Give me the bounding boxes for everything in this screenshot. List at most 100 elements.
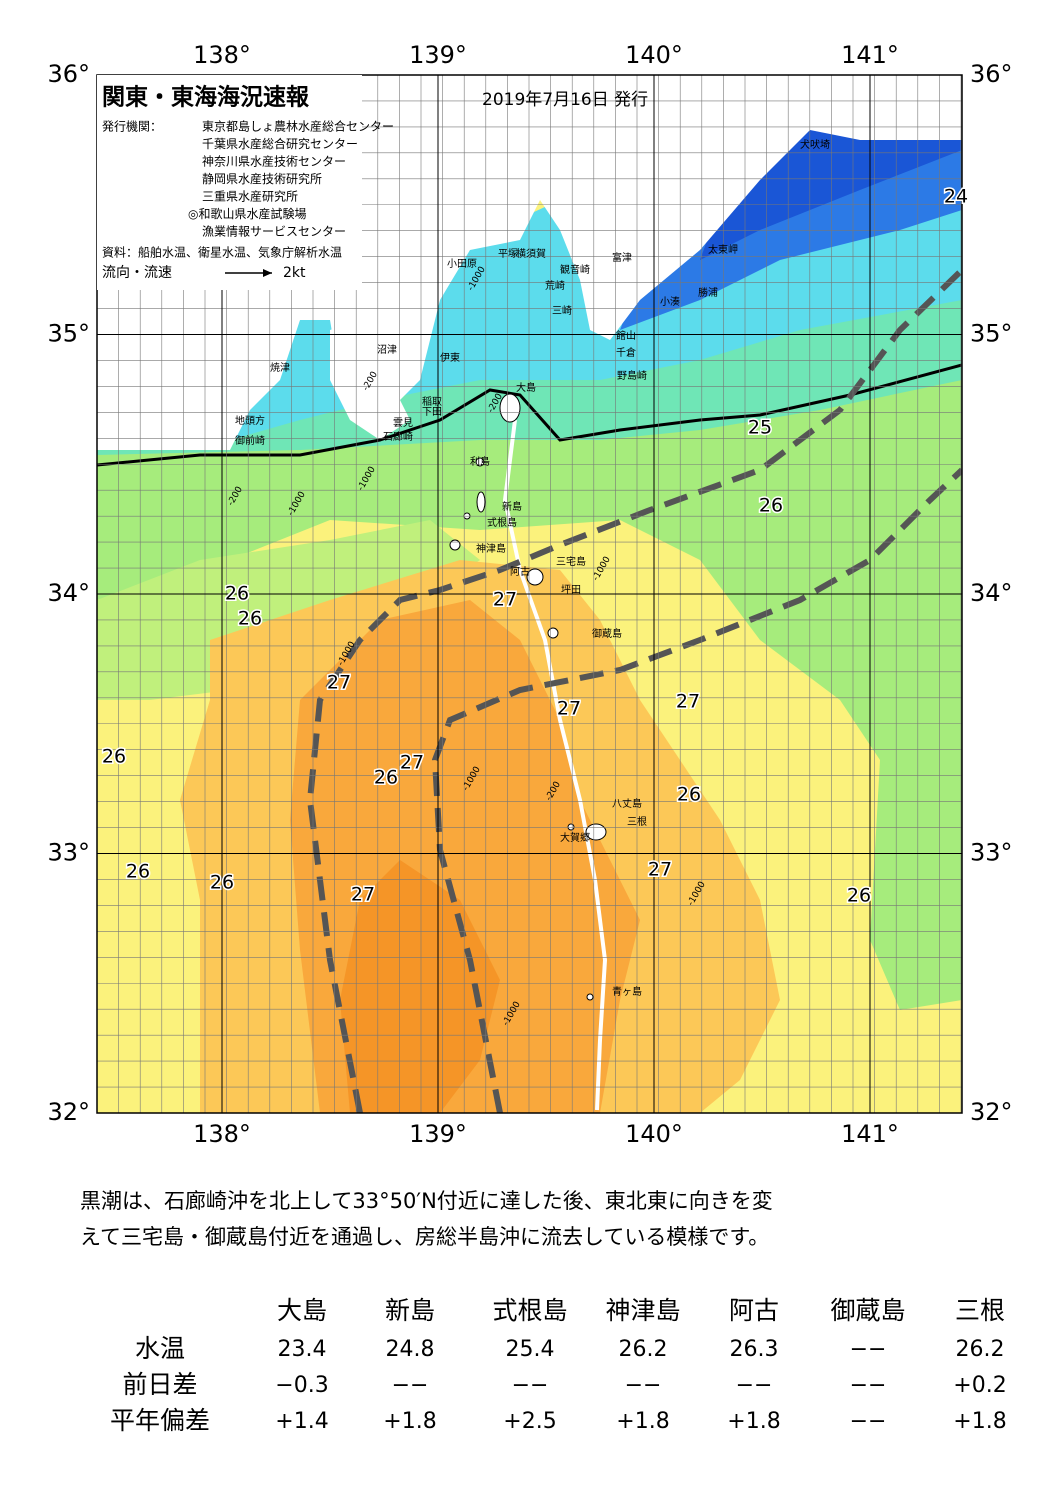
isotherm-label: 27 xyxy=(400,752,424,774)
place-name: 新島 xyxy=(502,500,522,513)
place-name: 勝浦 xyxy=(698,286,718,299)
place-name: 青ヶ島 xyxy=(612,985,642,998)
lon-label: 140° xyxy=(625,1120,683,1148)
place-name: 沼津 xyxy=(377,343,397,356)
isotherm-label: 26 xyxy=(759,495,783,517)
table-cell: −− xyxy=(850,1409,887,1434)
place-name: 御前崎 xyxy=(235,434,265,447)
table-header: 新島 xyxy=(385,1296,435,1325)
place-name: 小湊 xyxy=(660,295,680,308)
lon-label: 139° xyxy=(409,41,467,69)
place-name: 稲取 xyxy=(422,396,442,408)
legend-arrowhead xyxy=(263,269,272,277)
issuer: 静岡県水産技術研究所 xyxy=(202,171,322,186)
lon-label: 141° xyxy=(841,1120,899,1148)
izu-peninsula xyxy=(330,320,410,440)
table-cell: 26.3 xyxy=(730,1337,779,1362)
table-header: 神津島 xyxy=(605,1296,680,1325)
isotherm-label: 27 xyxy=(648,859,672,881)
info-box xyxy=(97,75,362,290)
sea-temperature-map xyxy=(97,75,962,1113)
place-name: 大島 xyxy=(516,381,536,394)
table-cell: 24.8 xyxy=(386,1337,435,1362)
isotherm-label: 27 xyxy=(557,698,581,720)
table-cell: −− xyxy=(850,1337,887,1362)
place-name: 三宅島 xyxy=(556,555,586,568)
isotherm-label: 26 xyxy=(210,872,234,894)
legend-label: 流向・流速 xyxy=(102,265,172,281)
isotherm-label: 27 xyxy=(327,672,351,694)
lat-label: 35° xyxy=(970,320,1013,348)
table-header: 三根 xyxy=(955,1296,1005,1325)
place-name: 小田原 xyxy=(447,258,477,270)
kuroshio-axis-south xyxy=(431,467,962,1113)
place-name: 野島崎 xyxy=(617,369,647,382)
legend-speed: 2kt xyxy=(283,265,306,281)
lat-label: 32° xyxy=(47,1098,90,1126)
table-cell: −− xyxy=(625,1373,662,1398)
lon-label: 139° xyxy=(409,1120,467,1148)
sea-yellow-green xyxy=(97,520,480,700)
lon-label: 138° xyxy=(193,41,251,69)
table-cell: +0.2 xyxy=(953,1373,1006,1398)
table-cell: +1.8 xyxy=(616,1409,669,1434)
isotherm-label: 27 xyxy=(351,884,375,906)
table-cell: 26.2 xyxy=(956,1337,1005,1362)
lat-label: 36° xyxy=(47,60,90,88)
place-name: 利島 xyxy=(470,455,490,468)
table-cell: 23.4 xyxy=(278,1337,327,1362)
lon-label: 138° xyxy=(193,1120,251,1148)
place-name: 荒崎 xyxy=(545,279,565,292)
place-name: 伊東 xyxy=(440,351,460,364)
table-header: 大島 xyxy=(277,1296,327,1325)
issuer-label: 発行機関： xyxy=(102,119,162,134)
place-name: 大賀郷 xyxy=(560,831,590,844)
table-cell: −0.3 xyxy=(275,1373,328,1398)
place-name: 石廊崎 xyxy=(383,430,413,443)
lat-label: 33° xyxy=(47,839,90,867)
lon-label: 140° xyxy=(625,41,683,69)
row-label: 水温 xyxy=(135,1334,185,1363)
isotherm-label: 25 xyxy=(748,417,772,439)
place-name: 地頭方 xyxy=(235,414,265,427)
place-name: 太東岬 xyxy=(708,243,738,256)
table-cell: −− xyxy=(850,1373,887,1398)
table-cell: −− xyxy=(512,1373,549,1398)
place-name: 焼津 xyxy=(270,362,290,374)
table-cell: 26.2 xyxy=(619,1337,668,1362)
place-name: 犬吠埼 xyxy=(800,138,830,151)
issuer: 東京都島しょ農林水産総合センター xyxy=(202,119,394,134)
place-name: 平塚 xyxy=(498,248,518,260)
isotherm-label: 26 xyxy=(126,861,150,883)
row-label: 前日差 xyxy=(122,1370,197,1399)
lat-label: 32° xyxy=(970,1098,1013,1126)
place-name: 阿古 xyxy=(510,565,530,578)
place-name: 八丈島 xyxy=(612,797,642,810)
row-label: 平年偏差 xyxy=(110,1406,210,1435)
lat-label: 35° xyxy=(47,320,90,348)
place-name: 館山 xyxy=(616,329,636,342)
table-cell: +2.5 xyxy=(503,1409,556,1434)
map-title: 関東・東海海況速報 xyxy=(102,84,310,111)
lat-label: 34° xyxy=(970,579,1013,607)
issuer: 三重県水産研究所 xyxy=(202,189,298,204)
issuer: 漁業情報サービスセンター xyxy=(202,225,346,239)
isotherm-label: 26 xyxy=(847,885,871,907)
place-name: 御蔵島 xyxy=(592,627,622,640)
place-name: 三根 xyxy=(627,815,647,828)
lat-label: 36° xyxy=(970,60,1013,88)
place-name: 神津島 xyxy=(476,542,506,555)
issue-date: 2019年7月16日 発行 xyxy=(482,90,648,110)
place-name: 横須賀 xyxy=(516,247,546,260)
table-cell: 25.4 xyxy=(506,1337,555,1362)
table-cell: +1.8 xyxy=(953,1409,1006,1434)
table-cell: +1.8 xyxy=(727,1409,780,1434)
table-cell: −− xyxy=(392,1373,429,1398)
lon-label: 141° xyxy=(841,41,899,69)
isotherm-label: 26 xyxy=(374,767,398,789)
lat-label: 34° xyxy=(47,579,90,607)
table-header: 式根島 xyxy=(492,1296,567,1325)
table-cell: −− xyxy=(736,1373,773,1398)
